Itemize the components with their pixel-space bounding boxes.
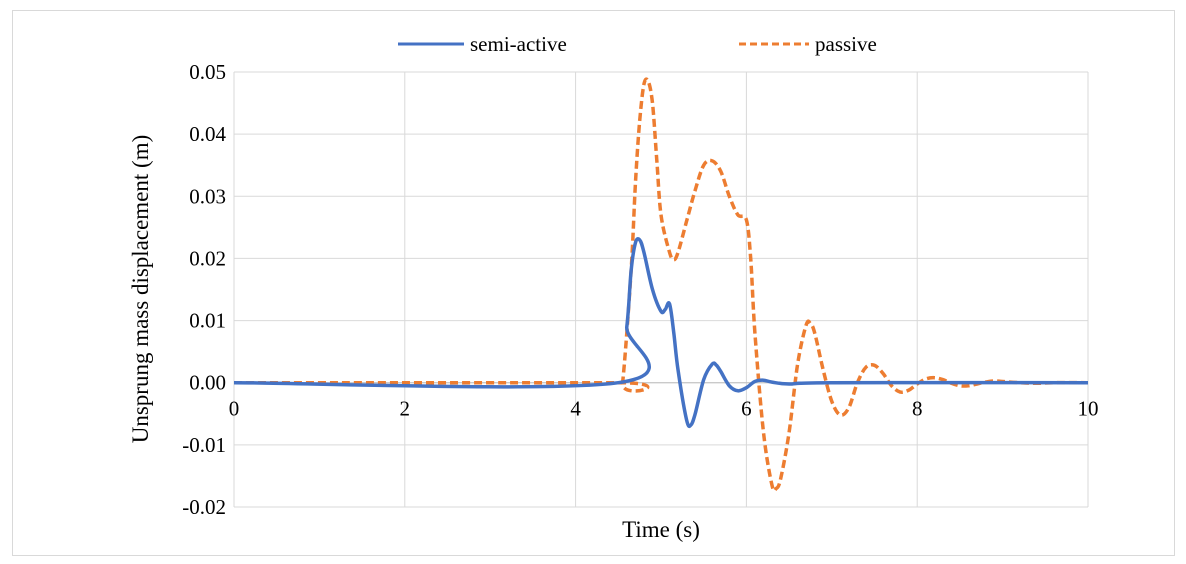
y-tick-label: -0.01 [182, 433, 226, 457]
y-tick-label: 0.02 [189, 246, 226, 270]
y-tick-label: 0.00 [189, 371, 226, 395]
x-tick-label: 4 [570, 397, 581, 421]
x-tick-label: 0 [229, 397, 240, 421]
y-tick-label: 0.03 [189, 184, 226, 208]
y-tick-label: 0.01 [189, 309, 226, 333]
legend-label-passive: passive [815, 32, 877, 56]
axes: 0.05 0.04 0.03 0.02 0.01 0.00 -0.01 -0.02 0 2 4 6 8 1… [182, 60, 1098, 519]
y-tick-label: 0.05 [189, 60, 226, 84]
x-tick-label: 10 [1078, 397, 1099, 421]
legend: semi-active passive [398, 32, 877, 56]
x-axis-label: Time (s) [622, 517, 700, 542]
y-axis-label: Unsprung mass displacement (m) [128, 135, 153, 444]
x-tick-label: 8 [912, 397, 923, 421]
chart-border [12, 10, 1175, 556]
y-tick-label: -0.02 [182, 495, 226, 519]
x-tick-label: 6 [741, 397, 752, 421]
series-lines [233, 77, 1089, 493]
series-line-semi-active [233, 236, 1089, 429]
y-tick-label: 0.04 [189, 122, 226, 146]
legend-label-semi-active: semi-active [470, 32, 567, 56]
x-tick-label: 2 [400, 397, 411, 421]
